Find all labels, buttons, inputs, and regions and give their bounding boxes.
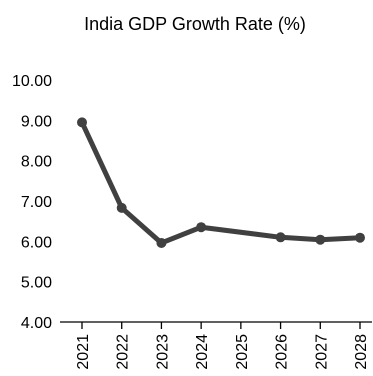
x-tick-label: 2026 (274, 334, 291, 370)
y-tick-label: 6.00 (21, 234, 52, 251)
x-tick-label: 2022 (115, 334, 132, 370)
y-tick-label: 10.00 (12, 73, 52, 90)
x-tick-label: 2027 (313, 334, 330, 370)
series-layer (77, 117, 365, 248)
x-tick-label: 2028 (353, 334, 370, 370)
y-tick-label: 7.00 (21, 194, 52, 211)
data-point (117, 203, 127, 213)
y-tick-label: 5.00 (21, 275, 52, 292)
x-axis: 2021 2022 2023 2024 2025 2026 2027 2028 (60, 322, 372, 370)
data-point (77, 117, 87, 127)
y-tick-label: 4.00 (21, 315, 52, 332)
data-point (355, 233, 365, 243)
x-tick-label: 2025 (234, 334, 251, 370)
series-line (82, 122, 360, 243)
data-point (315, 235, 325, 245)
x-tick-label: 2024 (194, 334, 211, 370)
y-tick-label: 8.00 (21, 154, 52, 171)
data-point (196, 222, 206, 232)
data-point (156, 238, 166, 248)
x-tick-label: 2021 (75, 334, 92, 370)
x-tick-label: 2023 (154, 334, 171, 370)
chart-title: India GDP Growth Rate (%) (84, 14, 306, 34)
y-axis-ticks: 4.00 5.00 6.00 7.00 8.00 9.00 10.00 (12, 73, 52, 332)
data-point (276, 232, 286, 242)
y-tick-label: 9.00 (21, 113, 52, 130)
